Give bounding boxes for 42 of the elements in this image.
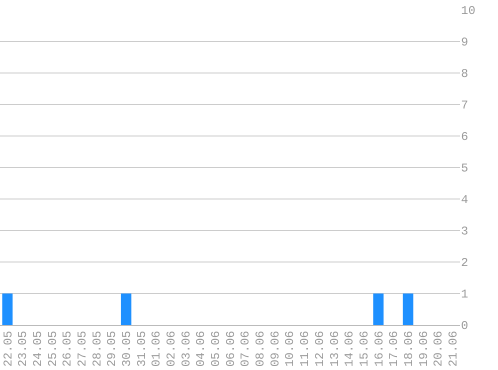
y-tick-label: 7 xyxy=(461,98,468,113)
x-tick-label: 07.06 xyxy=(238,330,253,367)
x-tick-label: 29.05 xyxy=(105,330,120,367)
x-tick-label: 11.06 xyxy=(298,330,312,367)
x-tick-label: 01.06 xyxy=(150,330,164,367)
y-tick-label: 3 xyxy=(461,224,468,239)
x-tick-label: 21.06 xyxy=(446,330,460,367)
x-tick-label: 25.05 xyxy=(46,330,60,367)
x-tick-label: 30.05 xyxy=(120,330,134,367)
x-tick-label: 09.06 xyxy=(268,330,282,367)
y-tick-label: 10 xyxy=(461,4,476,18)
y-tick-label: 4 xyxy=(461,193,468,208)
x-tick-label: 12.06 xyxy=(312,330,327,367)
x-tick-label: 28.05 xyxy=(90,330,104,367)
x-tick-label: 15.06 xyxy=(357,330,372,367)
y-tick-label: 8 xyxy=(461,67,468,82)
x-tick-label: 02.06 xyxy=(164,330,179,367)
x-tick-label: 05.06 xyxy=(209,330,224,367)
x-tick-label: 27.05 xyxy=(76,330,90,367)
x-tick-label: 14.06 xyxy=(342,330,357,367)
x-tick-label: 20.06 xyxy=(432,330,446,367)
x-tick-label: 23.05 xyxy=(16,330,30,367)
x-tick-label: 31.05 xyxy=(134,330,149,367)
x-tick-label: 26.05 xyxy=(60,330,75,367)
x-tick-label: 24.05 xyxy=(31,330,45,367)
x-tick-label: 22.05 xyxy=(1,330,16,367)
x-tick-label: 18.06 xyxy=(402,330,416,367)
x-tick-label: 06.06 xyxy=(224,330,238,367)
y-tick-label: 1 xyxy=(461,288,468,302)
y-tick-label: 0 xyxy=(461,319,468,334)
y-tick-label: 5 xyxy=(461,162,468,176)
x-tick-label: 16.06 xyxy=(372,330,386,367)
x-tick-label: 08.06 xyxy=(254,330,268,367)
y-tick-label: 6 xyxy=(461,130,468,144)
x-tick-label: 04.06 xyxy=(194,330,208,367)
y-tick-label: 2 xyxy=(461,256,468,270)
x-tick-label: 10.06 xyxy=(283,330,298,367)
y-tick-label: 9 xyxy=(461,36,468,50)
x-tick-label: 13.06 xyxy=(328,330,342,367)
x-tick-label: 19.06 xyxy=(416,330,431,367)
x-tick-label: 03.06 xyxy=(179,330,194,367)
x-tick-label: 17.06 xyxy=(387,330,402,367)
